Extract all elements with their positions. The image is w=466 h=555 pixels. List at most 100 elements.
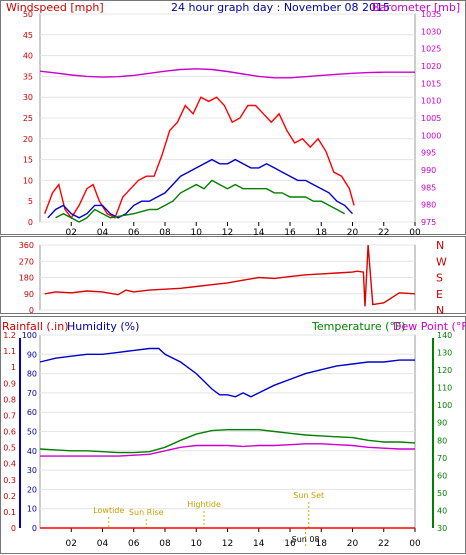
- compass-label: W: [436, 255, 447, 268]
- y-tick-label: 90: [437, 419, 447, 428]
- y-tick-label: 40: [23, 52, 33, 61]
- chart-title: 24 hour graph day : November 08 2015: [171, 1, 390, 14]
- y-tick-label: 1015: [421, 79, 441, 88]
- annotations: Sun Rise Sun Set Lowtide Hightide Sun 08: [93, 491, 324, 546]
- y-tick-label: 120: [437, 366, 452, 375]
- humidity-axis-label: Humidity (%): [67, 320, 139, 333]
- x-tick-label: 12: [222, 228, 233, 238]
- y-tick-label: 5: [28, 197, 33, 206]
- x-tick-label: 16: [284, 539, 296, 549]
- y-tick-label: 20: [23, 135, 33, 144]
- compass-label: S: [436, 272, 443, 285]
- y-tick-label: 0: [11, 524, 16, 533]
- y-tick-label: 90: [27, 350, 37, 359]
- y-tick-label: 70: [437, 454, 447, 463]
- y-tick-label: 80: [27, 370, 37, 379]
- y-tick-label: 980: [421, 201, 436, 210]
- direction-ticks: 0 90 180 270 360: [19, 241, 34, 315]
- rainfall-axis-label: Rainfall (.in): [2, 320, 69, 333]
- rainfall-ticks: 0 0.1 0.2 0.3 0.4 0.5 0.6 0.7 0.8 0.9 1 1.1 1.2: [3, 331, 16, 533]
- y-tick-label: 1035: [421, 10, 441, 19]
- y-tick-label: 0.4: [3, 460, 16, 469]
- compass-label: N: [436, 239, 444, 252]
- annotation-lowtide: Lowtide: [93, 506, 124, 515]
- y-tick-label: 35: [23, 72, 33, 81]
- y-tick-label: 30: [437, 524, 447, 533]
- y-tick-label: 1: [11, 363, 16, 372]
- compass-label: N: [436, 304, 444, 317]
- x-tick-label: 02: [66, 539, 77, 549]
- y-tick-label: 60: [27, 408, 37, 417]
- y-tick-label: 975: [421, 218, 436, 227]
- y-tick-label: 60: [437, 471, 447, 480]
- y-tick-label: 0.7: [3, 411, 16, 420]
- y-tick-label: 0: [28, 218, 33, 227]
- x-tick-label: 06: [128, 539, 140, 549]
- series-wind: [55, 179, 346, 223]
- x-tick-label: 08: [159, 539, 171, 549]
- x-tick-label: 20: [347, 228, 359, 238]
- y-tick-label: 0.6: [3, 428, 16, 437]
- x-tick-label: 02: [66, 228, 77, 238]
- y-tick-label: 1010: [421, 97, 441, 106]
- y-tick-label: 1.2: [3, 331, 16, 340]
- series-barometer-mb: [39, 68, 415, 79]
- annotation-hightide: Hightide: [187, 500, 221, 509]
- temperature-ticks: 30 40 50 60 70 80 90 100 110 120 130 140: [437, 331, 452, 533]
- y-tick-label: 50: [27, 428, 37, 437]
- series-group-3: [39, 347, 416, 529]
- y-tick-label: 30: [27, 466, 37, 475]
- x-tick-label: 06: [128, 228, 140, 238]
- y-tick-label: 90: [24, 290, 34, 299]
- temperature-humidity-panel: Rainfall (.in) Humidity (%) Temperature …: [0, 316, 466, 554]
- y-tick-label: 1005: [421, 114, 441, 123]
- y-tick-label: 30: [23, 93, 33, 102]
- x-tick-label: 04: [97, 539, 109, 549]
- x-tick-label: 10: [191, 228, 203, 238]
- y-tick-label: 20: [27, 485, 37, 494]
- x-tick-label: 22: [378, 539, 389, 549]
- y-tick-label: 40: [27, 447, 37, 456]
- series-group-1: [39, 68, 415, 223]
- x-tick-label: 00: [409, 228, 421, 238]
- series-humidity: [39, 347, 415, 398]
- x-tick-label: 18: [316, 228, 328, 238]
- y-tick-label: 360: [19, 241, 34, 250]
- time-ticks-3: 02 04 06 08 10 12 14 16 18 20 22 00: [66, 528, 421, 549]
- y-tick-label: 0: [32, 524, 37, 533]
- temperature-axis-label: Temperature (°F): [311, 320, 406, 333]
- y-tick-label: 100: [437, 401, 452, 410]
- y-tick-label: 0.8: [3, 395, 16, 404]
- x-tick-label: 12: [222, 539, 233, 549]
- y-tick-label: 70: [27, 389, 37, 398]
- barometer-axis-label: Barometer [mb]: [372, 1, 460, 14]
- grid-2: [40, 244, 415, 311]
- y-tick-label: 0.9: [3, 379, 16, 388]
- y-tick-label: 0: [29, 306, 34, 315]
- windspeed-axis-label: Windspeed [mph]: [6, 1, 104, 14]
- y-tick-label: 270: [19, 257, 34, 266]
- y-tick-label: 45: [23, 31, 33, 40]
- series-wind-direction: [44, 244, 416, 307]
- y-tick-label: 1000: [421, 131, 441, 140]
- compass-label: E: [436, 288, 443, 301]
- time-ticks-1: 02 04 06 08 10 12 14 16 18 20 22 00: [66, 222, 421, 238]
- y-tick-label: 0.5: [3, 444, 16, 453]
- y-tick-label: 15: [23, 156, 33, 165]
- annotation-sun-08: Sun 08: [292, 535, 320, 544]
- wind-barometer-panel: Windspeed [mph] 24 hour graph day : Nove…: [0, 0, 466, 238]
- series-dew-point-f: [40, 443, 415, 457]
- series-gust: [44, 96, 355, 220]
- y-tick-label: 80: [437, 436, 447, 445]
- y-tick-label: 180: [19, 274, 34, 283]
- series-temperature-f: [39, 429, 416, 454]
- y-tick-label: 130: [437, 349, 452, 358]
- x-tick-label: 16: [284, 228, 296, 238]
- y-tick-label: 990: [421, 166, 436, 175]
- y-tick-label: 1020: [421, 62, 441, 71]
- x-tick-label: 20: [347, 539, 359, 549]
- x-tick-label: 14: [253, 228, 265, 238]
- x-tick-label: 22: [378, 228, 389, 238]
- y-tick-label: 0.3: [3, 476, 16, 485]
